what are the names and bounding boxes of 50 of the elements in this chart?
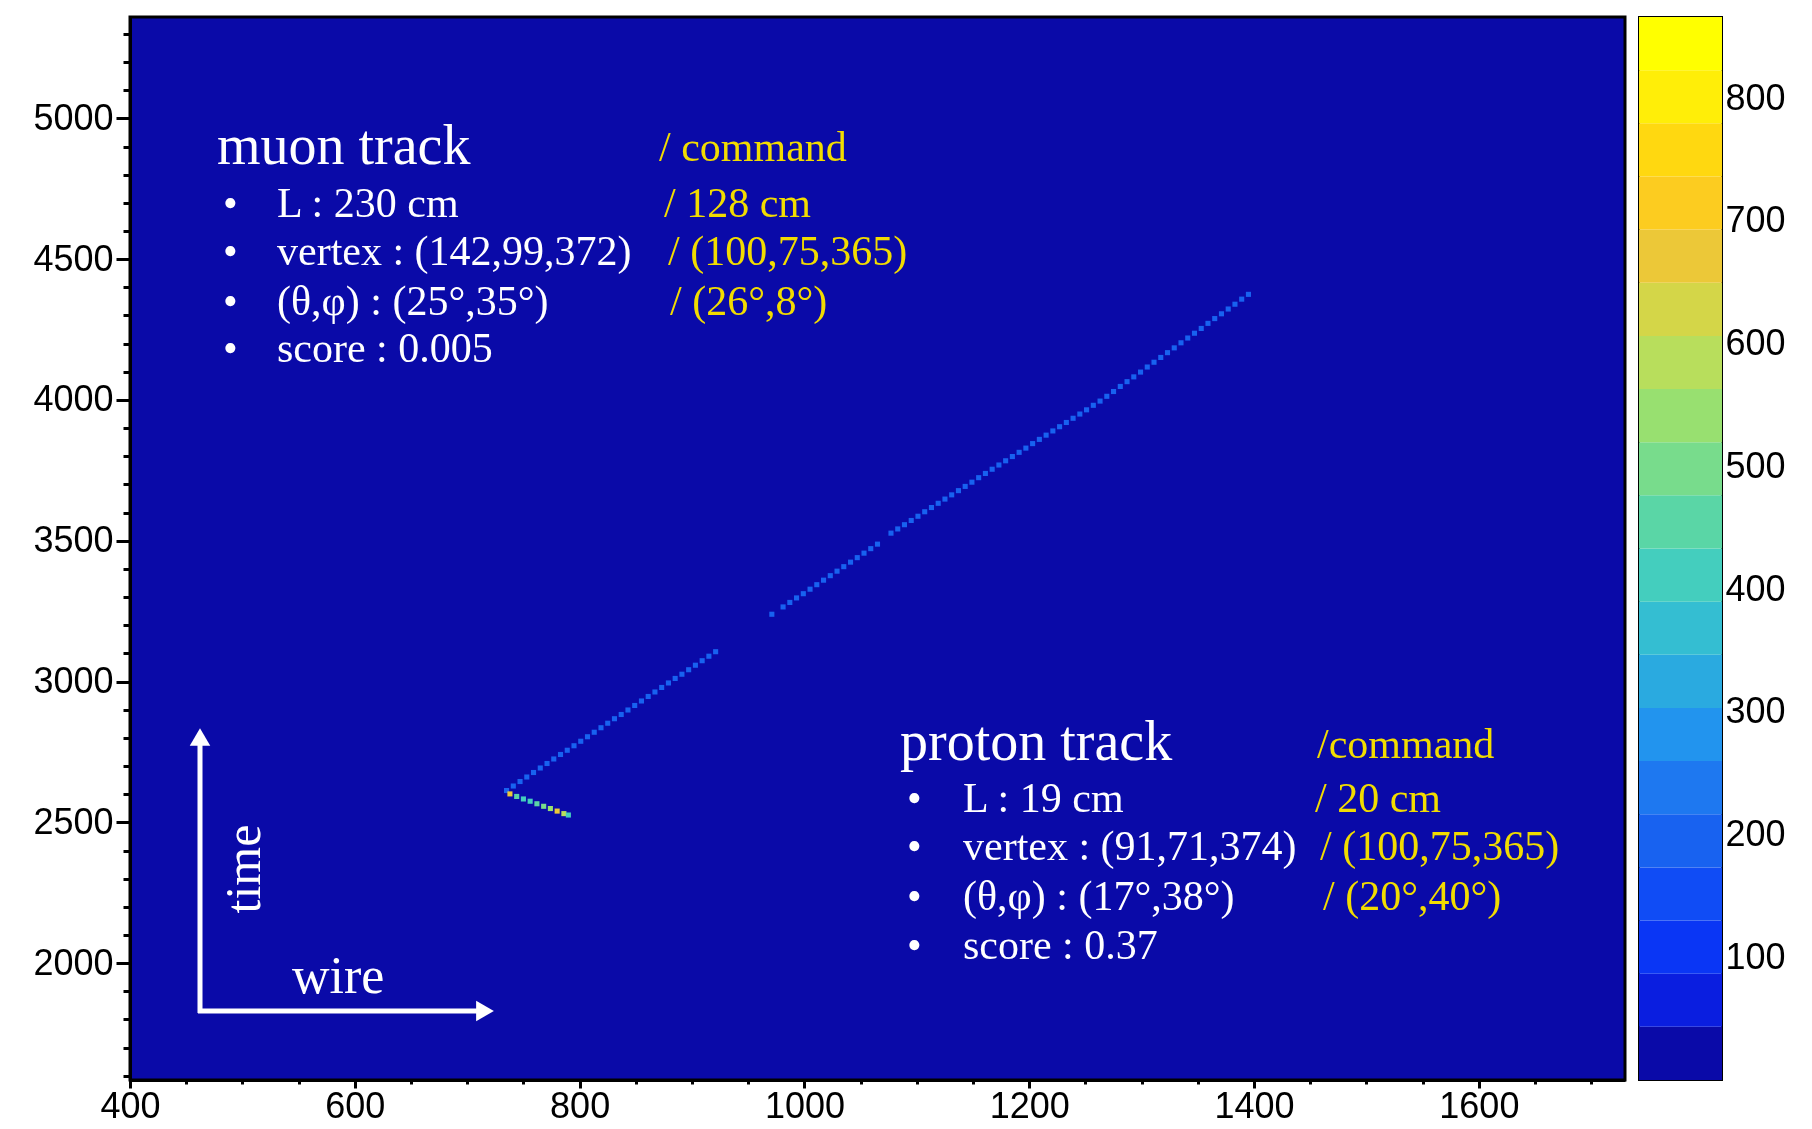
- annotation: / 128 cm: [664, 180, 812, 226]
- annotation: /command: [1317, 721, 1495, 767]
- y-tick-label: 2000: [33, 941, 114, 983]
- color-bar-label: 800: [1725, 76, 1786, 118]
- x-tick-label: 600: [325, 1084, 386, 1126]
- y-tick-label: 3000: [33, 660, 114, 702]
- x-tick-label: 1600: [1439, 1084, 1520, 1126]
- annotation: vertex : (91,71,374): [963, 823, 1297, 870]
- annotation: •: [907, 922, 922, 968]
- annotation: / (100,75,365): [668, 228, 908, 275]
- annotation: / (20°,40°): [1323, 873, 1502, 920]
- annotation: proton track: [900, 710, 1173, 772]
- annotation: time: [215, 824, 271, 914]
- annotation: •: [223, 278, 238, 324]
- annotation: L : 19 cm: [963, 775, 1124, 821]
- color-bar-label: 100: [1725, 935, 1786, 977]
- annotation: •: [223, 180, 238, 226]
- annotation: •: [223, 228, 238, 274]
- color-bar-label: 600: [1725, 322, 1786, 364]
- annotation: score : 0.37: [963, 922, 1158, 968]
- x-tick-label: 1000: [764, 1084, 845, 1126]
- x-tick-label: 1400: [1214, 1084, 1295, 1126]
- color-bar-label: 300: [1725, 690, 1786, 732]
- annotation: (θ,φ) : (25°,35°): [277, 278, 549, 325]
- annotation: / (100,75,365): [1320, 823, 1560, 870]
- color-bar-label: 500: [1725, 444, 1786, 486]
- annotation: / 20 cm: [1315, 775, 1442, 821]
- annotation: (θ,φ) : (17°,38°): [963, 873, 1235, 920]
- x-tick-label: 1200: [989, 1084, 1070, 1126]
- x-tick-label: 400: [100, 1084, 161, 1126]
- annotation: L : 230 cm: [277, 180, 459, 226]
- annotation: / command: [659, 124, 847, 170]
- y-tick-label: 3500: [33, 519, 114, 561]
- annotation: muon track: [217, 114, 471, 176]
- y-tick-label: 4000: [33, 378, 114, 420]
- annotation: •: [223, 325, 238, 371]
- annotation: •: [907, 775, 922, 821]
- annotation: wire: [292, 947, 385, 1004]
- annotation: •: [907, 873, 922, 919]
- annotation: score : 0.005: [277, 325, 493, 371]
- annotation: / (26°,8°): [670, 278, 828, 325]
- y-tick-label: 2500: [33, 800, 114, 842]
- y-tick-label: 5000: [33, 96, 114, 138]
- annotation: •: [907, 823, 922, 869]
- y-tick-label: 4500: [33, 237, 114, 279]
- color-bar-label: 400: [1725, 567, 1786, 609]
- annotation: vertex : (142,99,372): [277, 228, 632, 275]
- color-bar-label: 700: [1725, 199, 1786, 241]
- x-tick-label: 800: [550, 1084, 611, 1126]
- color-bar-label: 200: [1725, 813, 1786, 854]
